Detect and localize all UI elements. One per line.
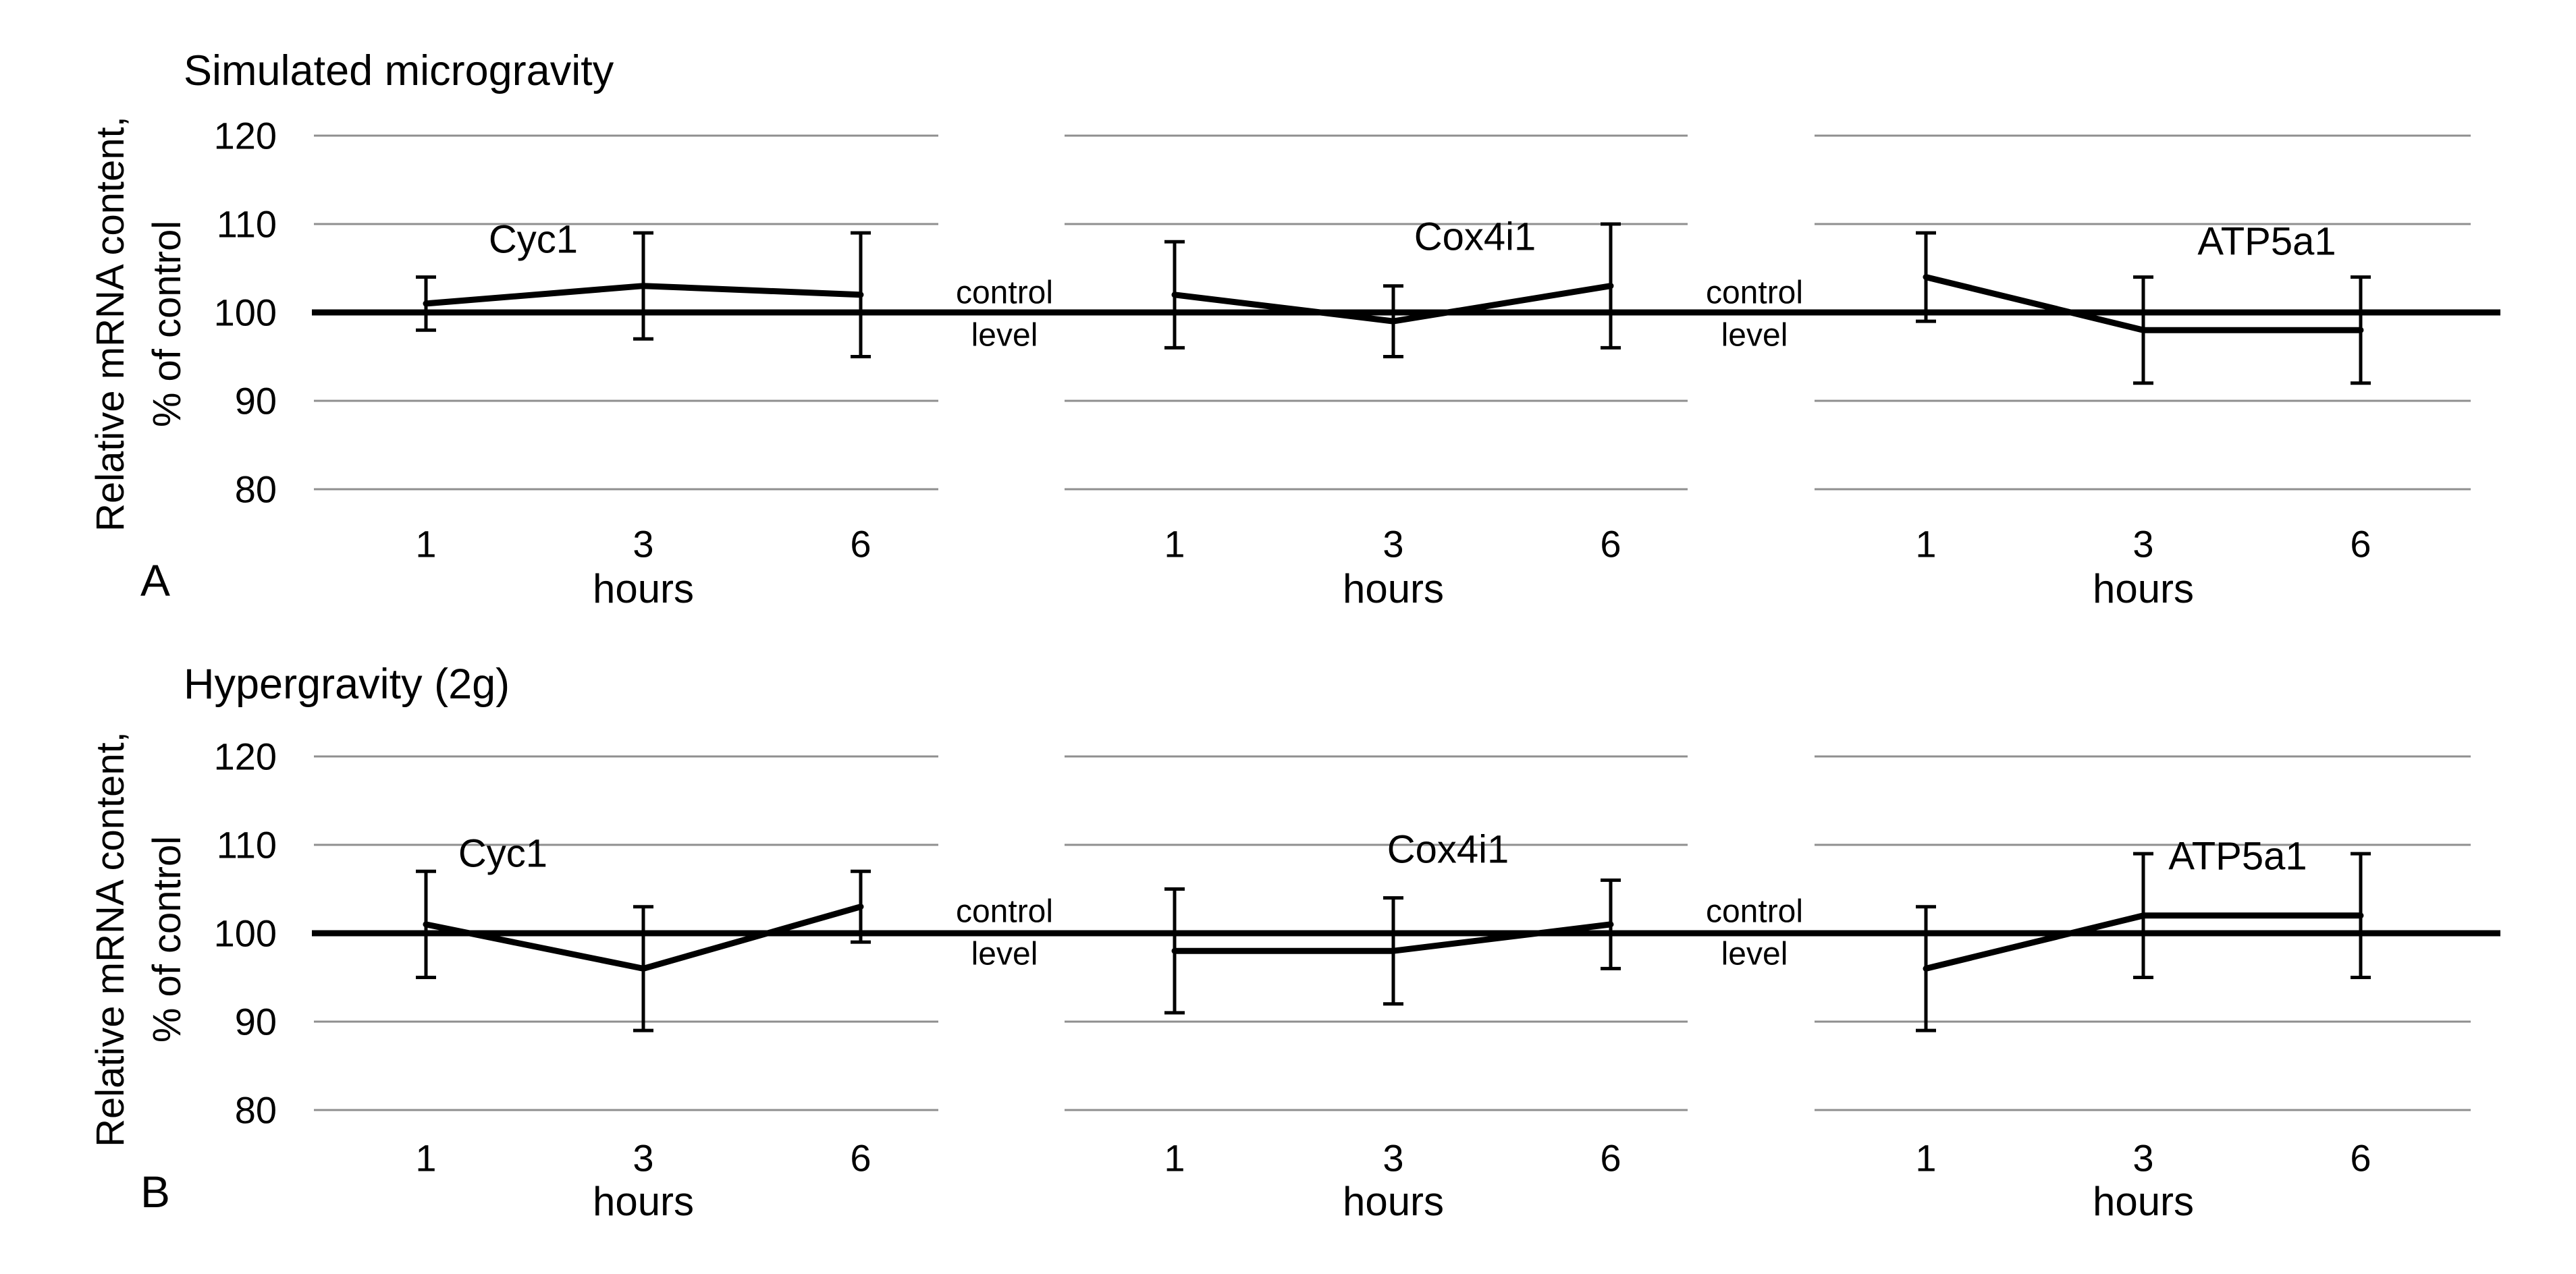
series-line-Cox4i1	[1171, 921, 1614, 954]
control-level-label-a2-line2: level	[1721, 317, 1788, 354]
y-tick-label-110: 110	[217, 824, 277, 866]
x-tick-label-3: 3	[2132, 1137, 2153, 1180]
x-tick-label-1: 1	[415, 523, 436, 565]
y-axis-label-line2: % of control	[145, 220, 189, 428]
y-tick-label-100: 100	[214, 292, 277, 334]
x-axis-title: hours	[2093, 1179, 2194, 1224]
gene-label-ATP5a1: ATP5a1	[2197, 219, 2336, 263]
y-axis-label-line1: Relative mRNA content,	[88, 731, 132, 1147]
row-a-title: Simulated microgravity	[184, 47, 614, 94]
x-tick-label-3: 3	[1383, 1137, 1403, 1180]
gene-label-Cyc1: Cyc1	[489, 217, 578, 261]
x-tick-label-6: 6	[2350, 523, 2371, 565]
x-tick-label-1: 1	[1915, 1137, 1936, 1180]
x-tick-label-1: 1	[1915, 523, 1936, 565]
y-axis-label-row-a: Relative mRNA content, % of control	[82, 116, 196, 532]
gene-label-Cox4i1: Cox4i1	[1414, 215, 1536, 258]
y-tick-label-100: 100	[214, 912, 277, 955]
control-level-label-a1-line2: level	[971, 317, 1038, 354]
y-axis-label-row-b: Relative mRNA content, % of control	[82, 731, 196, 1147]
x-tick-label-1: 1	[415, 1137, 436, 1180]
gene-label-ATP5a1: ATP5a1	[2168, 834, 2307, 878]
control-level-label-a2-line1: control	[1705, 275, 1804, 311]
gene-label-Cyc1: Cyc1	[458, 831, 547, 875]
x-tick-label-3: 3	[2132, 523, 2153, 565]
gene-label-Cox4i1: Cox4i1	[1387, 827, 1509, 871]
row-b-title: Hypergravity (2g)	[184, 661, 510, 708]
series-line-ATP5a1	[1923, 274, 2364, 333]
y-tick-label-80: 80	[235, 1089, 277, 1132]
y-tick-label-80: 80	[235, 468, 277, 511]
y-axis-label-line1: Relative mRNA content,	[88, 116, 132, 532]
control-level-label-b2-line2: level	[1721, 936, 1788, 972]
x-tick-label-1: 1	[1164, 523, 1185, 565]
control-level-label-b2-line1: control	[1705, 893, 1804, 930]
y-tick-label-120: 120	[214, 736, 277, 778]
x-tick-label-6: 6	[2350, 1137, 2371, 1180]
x-tick-label-6: 6	[850, 523, 871, 565]
y-tick-label-110: 110	[217, 203, 277, 246]
x-axis-title: hours	[1343, 1179, 1444, 1224]
x-tick-label-6: 6	[1600, 1137, 1621, 1180]
x-axis-title: hours	[2093, 566, 2194, 611]
x-axis-title: hours	[593, 566, 694, 611]
y-tick-label-90: 90	[235, 380, 277, 422]
series-line-Cox4i1	[1171, 283, 1614, 325]
control-level-label-b1-line1: control	[955, 893, 1054, 930]
y-axis-label-line2: % of control	[145, 835, 189, 1043]
x-tick-label-3: 3	[633, 1137, 653, 1180]
x-tick-label-6: 6	[1600, 523, 1621, 565]
series-line-Cyc1	[423, 904, 864, 972]
y-tick-label-120: 120	[214, 115, 277, 157]
x-tick-label-6: 6	[850, 1137, 871, 1180]
y-tick-label-90: 90	[235, 1001, 277, 1043]
panel-letter-a: A	[140, 555, 171, 605]
x-tick-label-3: 3	[1383, 523, 1403, 565]
x-axis-title: hours	[593, 1179, 694, 1224]
x-tick-label-3: 3	[633, 523, 653, 565]
control-level-label-a1-line1: control	[955, 275, 1054, 311]
series-line-ATP5a1	[1923, 912, 2364, 972]
panel-letter-b: B	[140, 1167, 171, 1217]
series-line-Cyc1	[423, 283, 864, 307]
control-level-label-b1-line2: level	[971, 936, 1038, 972]
x-tick-label-1: 1	[1164, 1137, 1185, 1180]
x-axis-title: hours	[1343, 566, 1444, 611]
